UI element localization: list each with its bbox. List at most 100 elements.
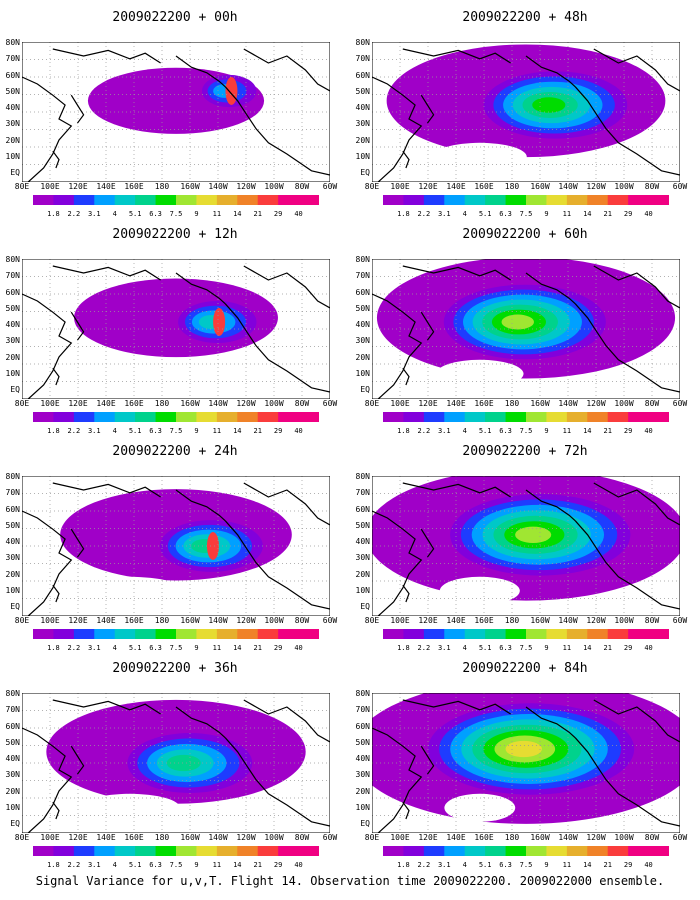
longitude-label: 60W <box>322 616 338 625</box>
latitude-label: 60N <box>5 287 20 297</box>
latitude-label: 30N <box>355 119 370 129</box>
longitude-label: 100W <box>614 182 634 191</box>
colorbar-swatch <box>526 195 547 205</box>
colorbar-swatch <box>628 195 650 205</box>
longitude-label: 80E <box>364 399 380 408</box>
colorbar-swatch <box>73 412 95 422</box>
longitude-label: 100E <box>390 833 410 842</box>
colorbar-label: 40 <box>294 427 303 435</box>
latitude-label: 50N <box>355 737 370 747</box>
colorbar-swatch <box>628 629 650 639</box>
colorbar <box>33 629 319 639</box>
coastline <box>70 94 85 124</box>
latitude-label: 30N <box>355 770 370 780</box>
coastline <box>243 265 330 309</box>
coastline <box>402 48 511 64</box>
colorbar-swatch <box>298 195 319 205</box>
variance-map <box>372 693 680 833</box>
colorbar-swatch <box>505 629 527 639</box>
colorbar-swatch <box>33 412 54 422</box>
latitude-label: 10N <box>355 368 370 378</box>
colorbar-label: 7.5 <box>169 644 183 652</box>
variance-map <box>22 693 330 833</box>
longitude-label: 140W <box>558 399 578 408</box>
colorbar-label: 11 <box>212 861 222 869</box>
colorbar-swatch <box>444 846 466 856</box>
colorbar-label: 11 <box>212 210 222 218</box>
coastline <box>420 528 435 558</box>
colorbar-label: 11 <box>212 427 222 435</box>
latitude-label: EQ <box>360 602 370 612</box>
longitude-label: 80W <box>294 182 310 191</box>
panel-title: 2009022200 + 36h <box>112 661 238 676</box>
colorbar-swatch <box>73 195 95 205</box>
latitude-label: 30N <box>5 336 20 346</box>
colorbar-label: 21 <box>253 644 262 652</box>
colorbar-label: 40 <box>294 210 303 218</box>
colorbar-label: 11 <box>562 427 572 435</box>
latitude-label: 70N <box>5 271 20 281</box>
latitude-label: 70N <box>355 488 370 498</box>
colorbar-label: 3.1 <box>87 210 101 218</box>
colorbar-swatch <box>444 195 466 205</box>
longitude-label: 180 <box>154 182 170 191</box>
variance-band <box>515 526 552 543</box>
colorbar-swatch <box>257 629 279 639</box>
colorbar-label: 14 <box>233 427 242 435</box>
colorbar-swatch <box>464 412 486 422</box>
colorbar-label: 4 <box>112 644 117 652</box>
colorbar-label: 5.1 <box>128 210 142 218</box>
longitude-label: 120E <box>68 399 88 408</box>
colorbar <box>33 412 319 422</box>
longitude-label: 100E <box>40 399 60 408</box>
colorbar-swatch <box>628 846 650 856</box>
coastline <box>402 801 410 820</box>
longitude-label: 120E <box>418 616 438 625</box>
variance-map <box>22 42 330 182</box>
longitude-label: 120W <box>236 399 256 408</box>
longitude-label: 140E <box>446 833 466 842</box>
colorbar-label: 7.5 <box>519 210 533 218</box>
colorbar-swatch <box>114 846 136 856</box>
colorbar-label: 2.2 <box>67 210 81 218</box>
coastline <box>224 520 330 610</box>
colorbar-swatch <box>278 846 300 856</box>
colorbar-label: 7.5 <box>519 644 533 652</box>
latitude-label: 70N <box>355 54 370 64</box>
colorbar-label: 29 <box>623 861 633 869</box>
colorbar-swatch <box>196 629 218 639</box>
colorbar-swatch <box>216 846 238 856</box>
latitude-label: 10N <box>355 151 370 161</box>
colorbar-swatch <box>298 846 319 856</box>
latitude-label: 60N <box>355 721 370 731</box>
latitude-label: 70N <box>5 54 20 64</box>
coastline <box>402 584 410 603</box>
latitude-label: 60N <box>355 70 370 80</box>
longitude-label: 120E <box>68 182 88 191</box>
colorbar <box>383 412 669 422</box>
coastline <box>175 55 226 88</box>
colorbar-swatch <box>383 412 404 422</box>
coastline <box>243 699 330 743</box>
variance-band <box>501 314 534 330</box>
longitude-label: 140W <box>208 182 228 191</box>
colorbar-label: 9 <box>194 861 199 869</box>
latitude-label: 50N <box>355 86 370 96</box>
panel-title: 2009022200 + 12h <box>112 227 238 242</box>
colorbar-label: 29 <box>273 210 283 218</box>
colorbar-swatch <box>505 412 527 422</box>
longitude-label: 120E <box>68 833 88 842</box>
latitude-label: 10N <box>5 802 20 812</box>
latitude-label: 30N <box>5 119 20 129</box>
colorbar-swatch <box>485 195 507 205</box>
longitude-label: 80E <box>14 182 30 191</box>
variance-peak <box>206 532 219 560</box>
low-variance-area <box>436 359 524 388</box>
latitude-label: EQ <box>360 819 370 829</box>
longitude-label: 120W <box>586 399 606 408</box>
panel-title: 2009022200 + 48h <box>462 10 588 25</box>
latitude-label: 70N <box>5 488 20 498</box>
coastline <box>52 48 161 64</box>
variance-band <box>532 97 566 113</box>
coastline <box>402 699 511 715</box>
